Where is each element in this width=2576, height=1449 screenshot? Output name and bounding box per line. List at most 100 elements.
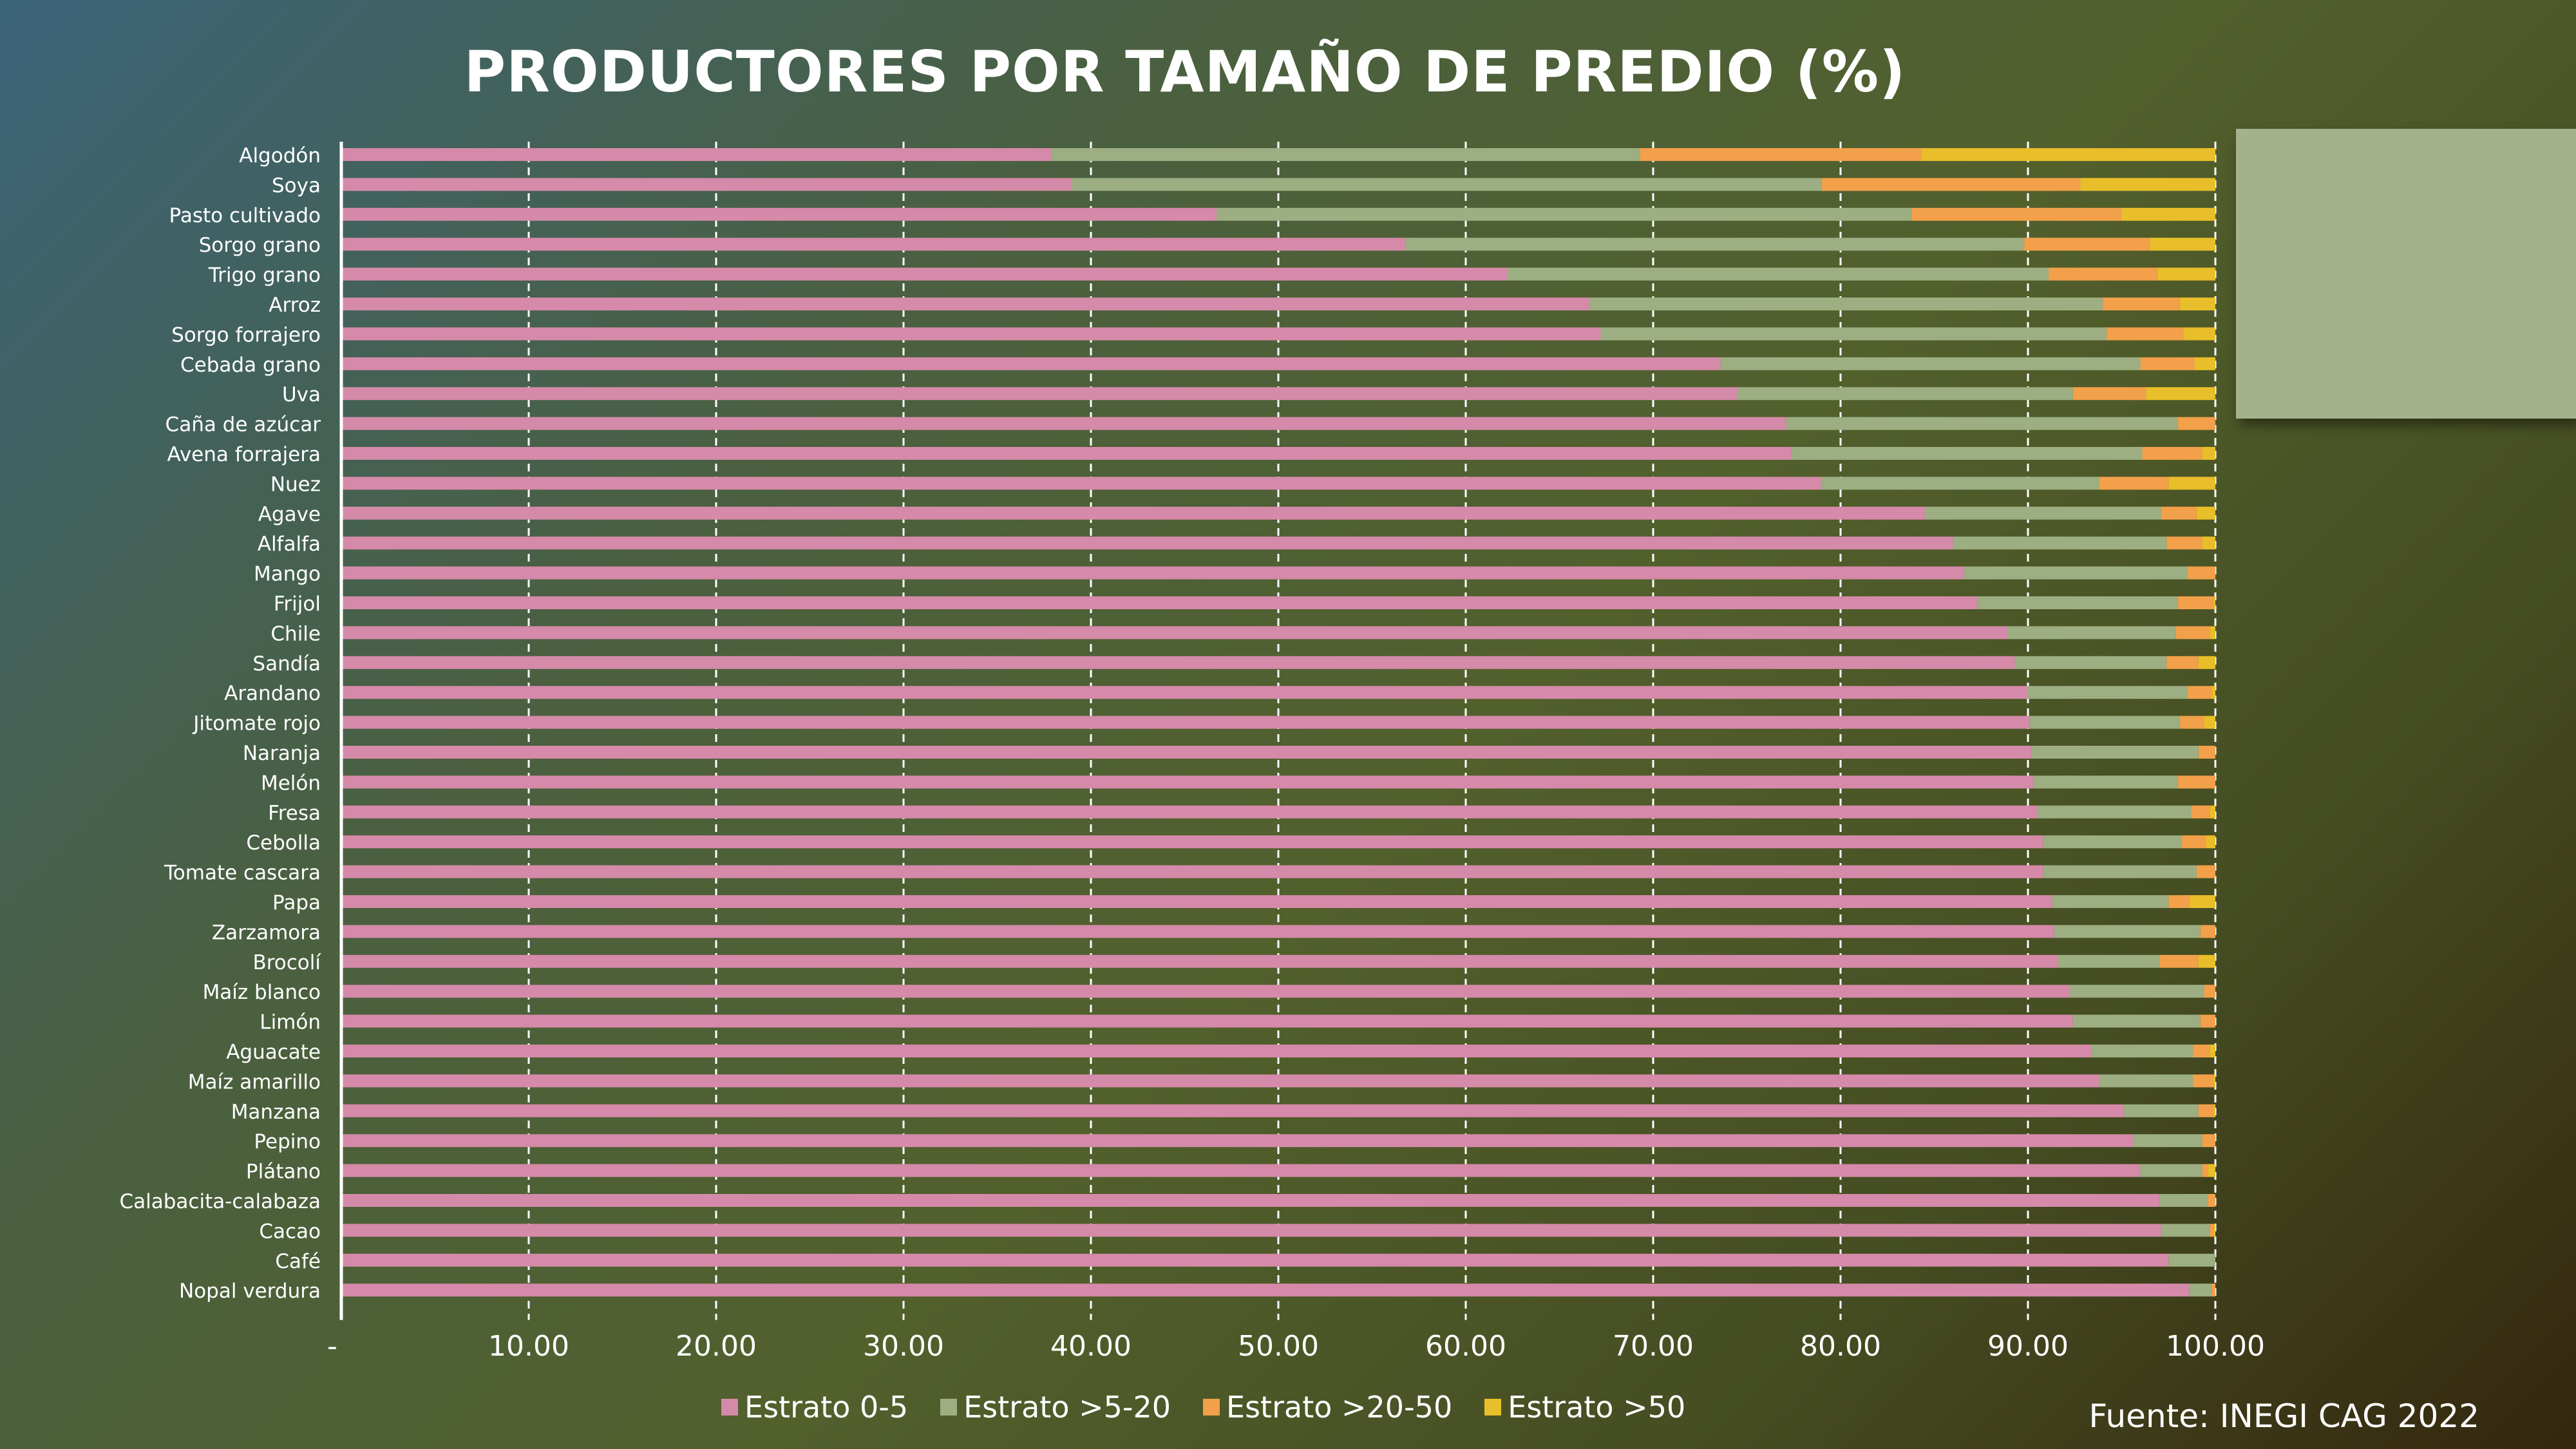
bar-segment	[2069, 985, 2204, 998]
bar-segment	[2140, 1164, 2202, 1177]
category-label: Jitomate rojo	[192, 712, 321, 735]
bar-segment	[2099, 477, 2169, 490]
bar-segment	[341, 775, 2034, 789]
category-label: Café	[275, 1250, 321, 1273]
category-label: Caña de azúcar	[166, 413, 321, 437]
x-tick-label: 70.00	[1613, 1330, 1694, 1363]
category-label: Arandano	[224, 682, 321, 705]
bar-segment	[2091, 1045, 2193, 1057]
bar-segment	[2123, 1104, 2199, 1117]
bar-segment	[2196, 506, 2215, 520]
x-tick-label: 10.00	[488, 1330, 569, 1363]
bar-segment	[341, 417, 1786, 430]
bar-segment	[341, 895, 2052, 908]
bar-segment	[2121, 207, 2215, 221]
bar-segment	[2200, 1014, 2215, 1028]
bar-segment	[341, 447, 1792, 460]
x-tick-label: 90.00	[1987, 1330, 2069, 1363]
bar-segment	[341, 715, 2030, 729]
bar-segment	[2179, 715, 2204, 729]
category-label: Cebada grano	[180, 354, 321, 377]
bar-segment	[2177, 775, 2215, 789]
bar-segment	[1640, 148, 1922, 161]
category-label: Nopal verdura	[179, 1280, 321, 1303]
bar-segment	[341, 686, 2028, 699]
category-label: Pasto cultivado	[169, 204, 321, 227]
bar-segment	[1737, 387, 2073, 401]
bar-segment	[341, 954, 2058, 968]
bar-segment	[341, 746, 2032, 759]
x-tick-label: 100.00	[2166, 1330, 2265, 1363]
bar-segment	[341, 1283, 2190, 1297]
bar-segment	[2194, 357, 2215, 370]
bar-segment	[2210, 626, 2215, 639]
bar-segment	[2007, 626, 2176, 639]
bar-segment	[341, 1134, 2133, 1148]
bar-segment	[1964, 566, 2188, 580]
legend-label: Estrato >20-50	[1226, 1390, 1453, 1425]
bar-segment	[1786, 417, 2178, 430]
bar-segment	[2187, 566, 2215, 580]
bar-segment	[341, 298, 1590, 310]
category-label: Nuez	[270, 473, 321, 496]
bar-segment	[2179, 298, 2215, 310]
bar-segment	[2029, 715, 2180, 729]
bar-segment	[341, 1014, 2073, 1028]
category-label: Soya	[272, 174, 321, 197]
legend-label: Estrato >50	[1508, 1390, 1686, 1425]
bar-segment	[1792, 447, 2143, 460]
bar-segment	[2049, 267, 2157, 281]
bar-segment	[341, 596, 1978, 609]
bar-segment	[341, 178, 1072, 191]
category-label: Limón	[260, 1011, 321, 1034]
category-label: Maíz amarillo	[188, 1070, 321, 1094]
bar-segment	[2037, 805, 2192, 819]
category-label: Algodón	[239, 144, 321, 167]
category-label: Aguacate	[226, 1041, 321, 1064]
bar-segment	[2168, 477, 2215, 490]
bar-segment	[2177, 596, 2214, 609]
bar-segment	[341, 207, 1217, 221]
bar-segment	[341, 536, 1953, 550]
bar-segment	[341, 1045, 2092, 1057]
bar-segment	[2028, 686, 2188, 699]
x-tick-label: 40.00	[1050, 1330, 1132, 1363]
bar-segment	[341, 1074, 2099, 1088]
category-label: Fresa	[268, 802, 321, 825]
bar-segment	[2208, 1194, 2215, 1207]
bar-segment	[2204, 715, 2215, 729]
bar-segment	[1589, 298, 2103, 310]
bar-segment	[2193, 1074, 2214, 1088]
category-label: Naranja	[243, 742, 321, 765]
bar-segment	[341, 267, 1508, 281]
bar-segment	[341, 566, 1965, 580]
bar-segment	[341, 387, 1738, 401]
bar-segment	[1507, 267, 2049, 281]
bar-segment	[2099, 1074, 2193, 1088]
chart-title: PRODUCTORES POR TAMAÑO DE PREDIO (%)	[464, 39, 1906, 105]
bar-segment	[2161, 1224, 2210, 1237]
category-label: Trigo grano	[208, 264, 321, 287]
bar-segment	[2196, 865, 2215, 878]
category-label: Uva	[282, 383, 321, 406]
bar-segment	[1924, 506, 2161, 520]
category-label: Plátano	[246, 1160, 321, 1184]
bar-segment	[2159, 1194, 2208, 1207]
bar-segment	[2208, 1164, 2215, 1177]
category-label: Alfalfa	[258, 533, 321, 556]
bar-segment	[1600, 327, 2107, 341]
bar-segment	[2183, 327, 2215, 341]
bar-segment	[341, 805, 2038, 819]
bar-segment	[2072, 387, 2146, 401]
category-label: Sorgo grano	[199, 234, 321, 257]
bar-segment	[2132, 1134, 2202, 1148]
bar-segment	[2166, 656, 2199, 669]
legend-swatch	[940, 1399, 958, 1416]
bar-segment	[2213, 1224, 2215, 1237]
x-tick-labels: - 10.00 20.00 30.00 40.00 50.00 60.00 70.00 80.0…	[327, 1330, 2265, 1363]
bar-segment	[2054, 925, 2201, 938]
category-label: Chile	[270, 622, 321, 645]
bar-segment	[1051, 148, 1640, 161]
bar-segment	[341, 656, 2015, 669]
